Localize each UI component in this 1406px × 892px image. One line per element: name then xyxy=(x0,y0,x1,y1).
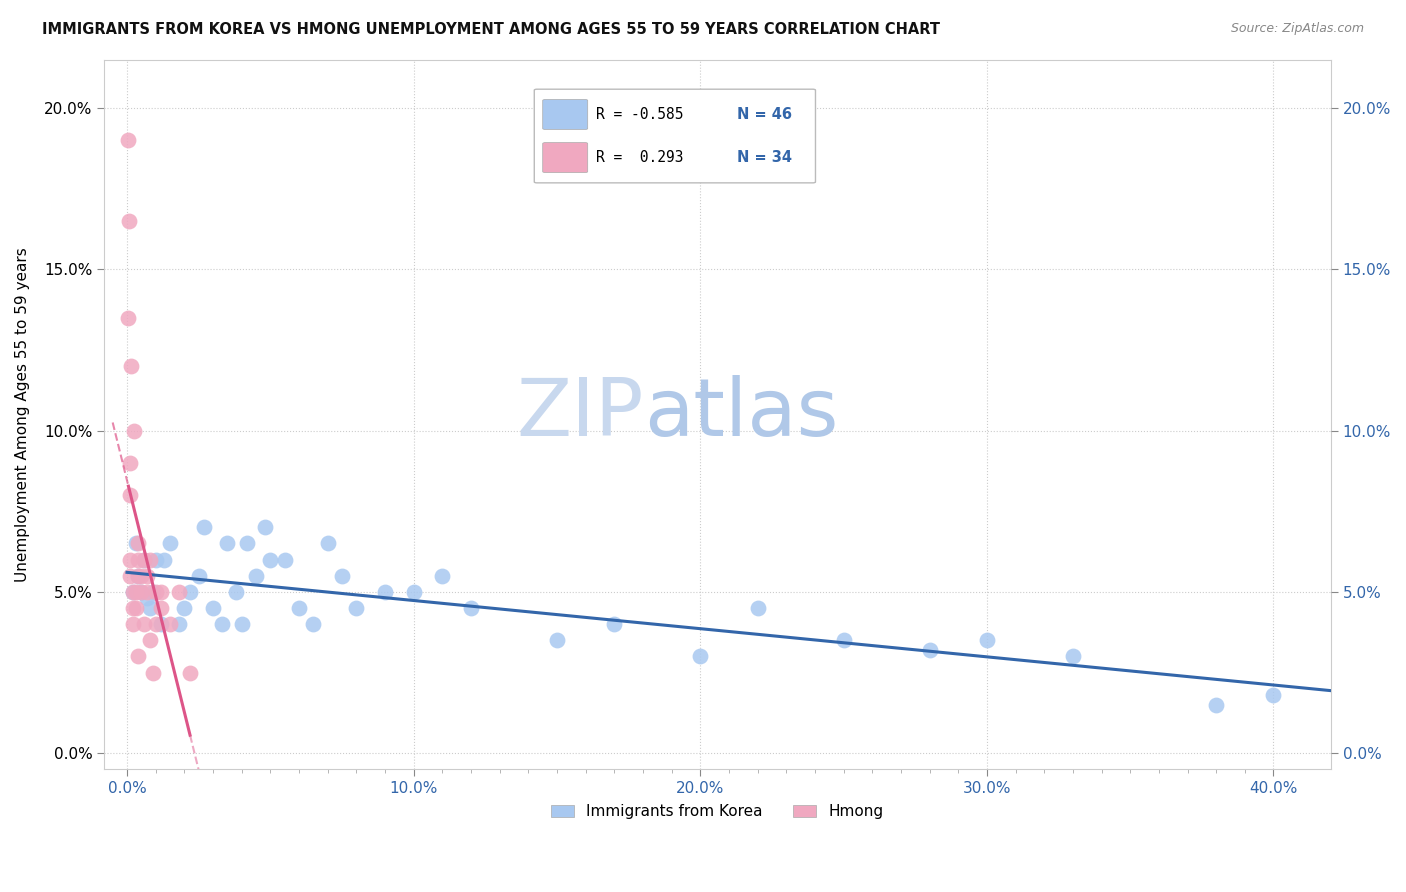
Point xyxy=(201,601,224,615)
Point xyxy=(118,214,141,228)
Point xyxy=(344,601,367,615)
Point xyxy=(134,552,156,566)
Point xyxy=(131,585,153,599)
Point xyxy=(1062,649,1084,664)
Point xyxy=(124,601,146,615)
Text: ZIP: ZIP xyxy=(516,376,644,453)
Text: R = -0.585: R = -0.585 xyxy=(596,107,683,122)
Point xyxy=(127,536,149,550)
Point xyxy=(460,601,482,615)
Text: R =  0.293: R = 0.293 xyxy=(596,150,683,165)
Y-axis label: Unemployment Among Ages 55 to 59 years: Unemployment Among Ages 55 to 59 years xyxy=(15,247,30,582)
Point xyxy=(159,536,181,550)
Point xyxy=(127,568,149,582)
Point xyxy=(316,536,339,550)
Point xyxy=(142,585,165,599)
Point xyxy=(374,585,396,599)
Point xyxy=(153,552,176,566)
Point xyxy=(225,585,247,599)
Point xyxy=(121,585,143,599)
Point xyxy=(134,552,156,566)
Point xyxy=(127,568,149,582)
Point xyxy=(118,568,141,582)
Point xyxy=(127,649,149,664)
Point xyxy=(273,552,295,566)
Text: N = 46: N = 46 xyxy=(737,107,792,122)
Point xyxy=(121,617,143,632)
Text: Source: ZipAtlas.com: Source: ZipAtlas.com xyxy=(1230,22,1364,36)
Point xyxy=(124,536,146,550)
Point xyxy=(131,568,153,582)
Point xyxy=(121,601,143,615)
Point xyxy=(167,617,190,632)
Point xyxy=(1205,698,1227,712)
Point xyxy=(124,585,146,599)
Point xyxy=(159,617,181,632)
Point xyxy=(127,552,149,566)
FancyBboxPatch shape xyxy=(534,89,815,183)
Point xyxy=(302,617,325,632)
Point xyxy=(122,424,145,438)
Point xyxy=(117,133,139,147)
Point xyxy=(546,633,568,648)
Point xyxy=(288,601,311,615)
Point xyxy=(139,601,162,615)
Point xyxy=(330,568,353,582)
Point xyxy=(231,617,253,632)
Point xyxy=(118,456,141,470)
Point xyxy=(179,585,201,599)
Point xyxy=(173,601,195,615)
Point xyxy=(603,617,626,632)
Point xyxy=(832,633,855,648)
Point xyxy=(150,585,173,599)
Point xyxy=(179,665,201,680)
FancyBboxPatch shape xyxy=(543,143,588,172)
Point xyxy=(217,536,239,550)
Point xyxy=(187,568,209,582)
Point xyxy=(121,585,143,599)
Point xyxy=(211,617,233,632)
Point xyxy=(689,649,711,664)
Point xyxy=(167,585,190,599)
Point xyxy=(253,520,276,534)
Point xyxy=(918,643,941,657)
Point xyxy=(131,585,153,599)
Point xyxy=(142,665,165,680)
Point xyxy=(245,568,267,582)
Point xyxy=(117,310,139,325)
Legend: Immigrants from Korea, Hmong: Immigrants from Korea, Hmong xyxy=(546,798,890,825)
Point xyxy=(118,552,141,566)
Point xyxy=(402,585,425,599)
Point xyxy=(145,617,167,632)
Point xyxy=(136,568,159,582)
Point xyxy=(747,601,769,615)
Point xyxy=(145,585,167,599)
Text: N = 34: N = 34 xyxy=(737,150,792,165)
Point xyxy=(139,633,162,648)
Point xyxy=(136,585,159,599)
Point xyxy=(120,359,142,373)
Point xyxy=(134,617,156,632)
Text: atlas: atlas xyxy=(644,376,838,453)
Point xyxy=(136,591,159,606)
Point xyxy=(1263,688,1285,702)
Point xyxy=(139,552,162,566)
Point xyxy=(118,488,141,502)
Point xyxy=(976,633,998,648)
Point xyxy=(150,617,173,632)
Point xyxy=(145,552,167,566)
Point xyxy=(150,601,173,615)
Point xyxy=(259,552,281,566)
FancyBboxPatch shape xyxy=(543,100,588,129)
Point xyxy=(236,536,259,550)
Text: IMMIGRANTS FROM KOREA VS HMONG UNEMPLOYMENT AMONG AGES 55 TO 59 YEARS CORRELATIO: IMMIGRANTS FROM KOREA VS HMONG UNEMPLOYM… xyxy=(42,22,941,37)
Point xyxy=(193,520,215,534)
Point xyxy=(432,568,454,582)
